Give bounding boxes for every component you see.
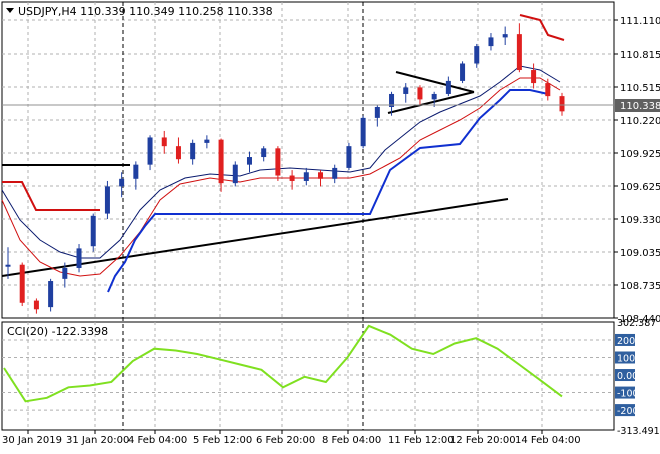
current-price-label: 110.338 [620,101,660,112]
candles-layer [5,23,565,314]
cci-axis-label: 200 [617,336,635,347]
candle-body [232,164,238,184]
price-tick-label: 109.925 [620,149,660,160]
cci-level-box [615,351,635,364]
candle-body [488,37,494,47]
cci-axis-label: 302.387 [617,318,656,329]
cci-line [3,324,563,403]
time-tick-label: 8 Feb 04:00 [322,435,381,446]
price-tick-label: 109.035 [620,248,660,259]
candle-body [104,186,110,214]
cci-axis-label: 100 [617,353,635,364]
price-tick-label: 110.515 [620,83,660,94]
candle-body [275,148,281,176]
candle-body [332,167,338,179]
lower-band-line [107,89,549,293]
candle-body [161,137,167,147]
candle-body [190,142,196,160]
upper-band-segment [519,14,565,41]
current-price-box [615,99,660,112]
candle-body [318,172,324,179]
candle-body [5,264,11,267]
candle-body [19,264,25,303]
price-tick-label: 108.735 [620,281,660,292]
cci-axis-label: -313.4915 [617,426,660,437]
price-tick-label: 110.220 [620,116,660,127]
candle-body [417,87,423,100]
upper-band-segment [2,181,100,211]
candle-body [516,34,522,71]
triangle-lower-line[interactable] [387,91,475,114]
candle-body [218,139,224,184]
candle-body [531,70,537,84]
candle-body [246,157,252,165]
cci-level-box [615,404,635,417]
time-tick-label: 31 Jan 20:00 [66,435,129,446]
candle-body [204,139,210,143]
cci-level-box [615,333,635,346]
price-tick-label: 109.330 [620,215,660,226]
candle-body [346,146,352,168]
candle-body [119,178,125,187]
candle-body [133,164,139,179]
indicator-grid [2,322,614,430]
candle-body [261,148,267,158]
time-axis: 30 Jan 2019 31 Jan 20:004 Feb 04:00 5 Feb … [2,430,581,446]
candle-body [374,107,380,118]
cci-axis-label: -200 [617,406,639,417]
price-axis: 111.110 110.815 110.515 110.220 109.925 109.6… [614,16,660,325]
candle-body [62,267,68,279]
cci-axis-label: -100 [617,389,639,400]
indicator-title: CCI(20) -122.3398 [7,325,108,338]
main-plot-frame [1,1,615,319]
candle-body [76,248,82,268]
price-tick-label: 110.815 [620,50,660,61]
candle-body [147,137,153,165]
collapse-triangle-icon[interactable] [6,8,14,13]
time-tick-label: 30 Jan 2019 [2,435,62,446]
candle-body [389,93,395,108]
candle-body [175,146,181,160]
candle-body [460,63,466,81]
time-tick-label: 14 Feb 04:00 [515,435,581,446]
candle-body [33,300,39,310]
candle-body [502,34,508,38]
symbol-header: USDJPY,H4 110.339 110.349 110.258 110.33… [18,5,273,18]
time-tick-label: 6 Feb 20:00 [256,435,315,446]
candle-body [360,117,366,147]
candle-body [431,93,437,100]
candle-body [545,83,551,97]
candle-body [474,46,480,64]
candle-body [48,281,54,308]
candle-body [559,96,565,112]
price-tick-label: 108.440 [620,314,660,325]
cci-axis-label: 0.00 [617,371,638,382]
middle-line [1,65,561,259]
price-tick-label: 111.110 [620,16,660,27]
candle-body [90,215,96,247]
indicator-axis: 302.387 200 100 0.00 -100 -200 -313.4915 [615,318,660,437]
candle-body [303,172,309,181]
time-tick-label: 12 Feb 20:00 [450,435,516,446]
candle-body [445,80,451,94]
price-tick-label: 109.625 [620,182,660,193]
time-tick-label: 11 Feb 12:00 [388,435,454,446]
candle-body [403,87,409,94]
time-tick-label: 4 Feb 04:00 [128,435,187,446]
time-tick-label: 5 Feb 12:00 [193,435,252,446]
cci-level-box [615,386,635,399]
cci-level-box [615,369,635,382]
indicator-plot-frame [1,321,615,431]
triangle-upper-line[interactable] [395,71,475,93]
cci-layer [3,324,563,403]
support-trendline[interactable] [1,198,509,277]
candle-body [289,175,295,181]
